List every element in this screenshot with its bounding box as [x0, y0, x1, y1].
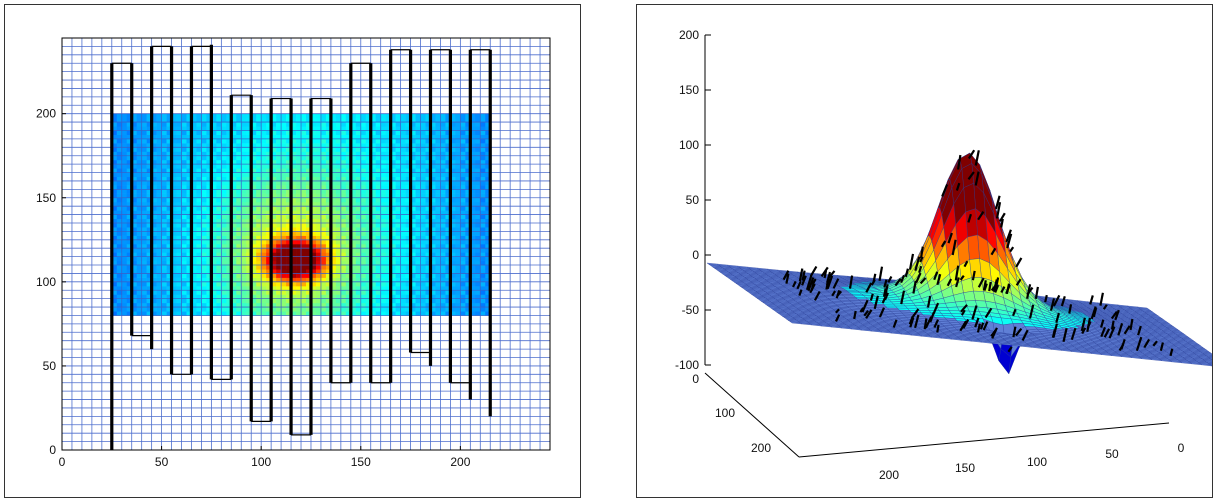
x-tick-label: 50: [155, 455, 169, 469]
y-tick-label: 50: [43, 359, 57, 373]
surface-panel: 200 150 100 50 0 -50 -100 0 100 200 0 50 100 150 200: [636, 4, 1213, 498]
x-tick-label: 200: [879, 468, 899, 482]
z-tick-label: 0: [692, 248, 699, 262]
z-tick-label: 50: [686, 193, 700, 207]
y-tick-label: 100: [36, 275, 56, 289]
x-tick-label: 0: [1178, 441, 1185, 455]
z-tick-label: 200: [679, 28, 699, 42]
heat-field: [111, 113, 491, 316]
z-tick-label: -100: [675, 358, 699, 372]
surface-mesh: [706, 152, 1212, 375]
x-tick-label: 150: [955, 461, 975, 475]
x-tick-label: 50: [1105, 447, 1119, 461]
y-tick-label: 0: [692, 372, 699, 386]
vector-arrows: [782, 149, 1174, 357]
y-tick-label: 100: [715, 406, 735, 420]
y-tick-label: 200: [751, 441, 771, 455]
probe-lines: [110, 44, 492, 450]
z-tick-label: 150: [679, 83, 699, 97]
x-tick-label: 150: [351, 455, 371, 469]
y-tick-label: 150: [36, 191, 56, 205]
x-tick-label: 200: [450, 455, 470, 469]
z-tick-label: -50: [682, 303, 700, 317]
heatmap-chart: 0 50 100 150 200 0 50 100 150 200: [36, 37, 551, 469]
z-tick-label: 100: [679, 138, 699, 152]
y-tick-label: 0: [49, 443, 56, 457]
x-tick-label: 100: [1027, 455, 1047, 469]
heatmap-panel: 0 50 100 150 200 0 50 100 150 200: [4, 4, 581, 498]
x-tick-label: 0: [59, 455, 66, 469]
axes-frame: [61, 37, 551, 451]
y-tick-label: 200: [36, 107, 56, 121]
x-tick-label: 100: [251, 455, 271, 469]
